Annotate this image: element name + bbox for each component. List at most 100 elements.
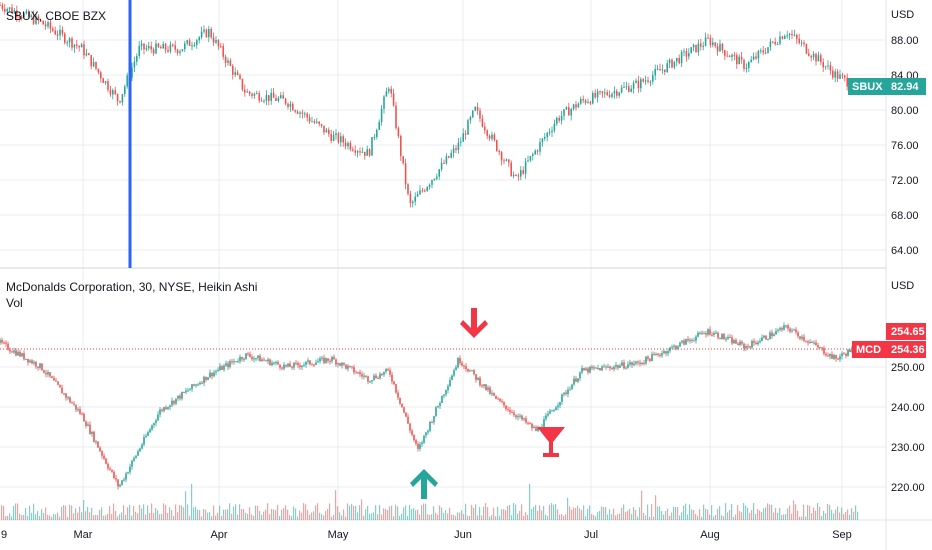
volume-bar bbox=[19, 513, 21, 520]
candle-body bbox=[779, 36, 781, 44]
volume-bar bbox=[721, 515, 723, 520]
candle-body bbox=[223, 365, 225, 370]
candle-body bbox=[227, 363, 229, 368]
candle-body bbox=[251, 356, 253, 360]
candle-body bbox=[280, 95, 282, 99]
time-tick: Apr bbox=[210, 529, 227, 541]
candle-body bbox=[435, 407, 437, 417]
candle-body bbox=[593, 367, 595, 369]
candle-body bbox=[97, 441, 99, 448]
volume-bar bbox=[451, 514, 453, 520]
arrow-down-icon[interactable] bbox=[460, 308, 488, 338]
volume-bar bbox=[165, 505, 167, 520]
volume-bar bbox=[147, 505, 149, 520]
volume-bar bbox=[379, 505, 381, 520]
candle-body bbox=[503, 160, 505, 162]
candle-body bbox=[695, 336, 697, 341]
volume-bar bbox=[541, 510, 543, 520]
candle-body bbox=[589, 101, 592, 104]
candle-body bbox=[703, 333, 705, 335]
candle-body bbox=[335, 133, 337, 136]
volume-bar bbox=[5, 516, 7, 520]
candle-body bbox=[520, 170, 522, 177]
volume-bar bbox=[277, 504, 279, 520]
candle-body bbox=[193, 384, 195, 386]
candle-body bbox=[429, 422, 431, 431]
candle-body bbox=[507, 409, 509, 411]
candle-body bbox=[129, 466, 131, 473]
candle-body bbox=[268, 95, 270, 101]
candle-body bbox=[175, 398, 177, 404]
candle-body bbox=[341, 362, 343, 366]
candle-body bbox=[809, 341, 811, 343]
volume-bar bbox=[297, 516, 299, 520]
candle-body bbox=[611, 368, 613, 370]
candle-body bbox=[67, 397, 69, 399]
candle-body bbox=[625, 86, 628, 88]
volume-bar bbox=[755, 514, 757, 520]
candle-body bbox=[481, 385, 483, 387]
volume-bar bbox=[249, 507, 251, 520]
candle-body bbox=[775, 331, 777, 335]
candle-body bbox=[498, 150, 500, 153]
volume-bar bbox=[51, 516, 53, 520]
volume-bar bbox=[287, 509, 289, 520]
volume-bar bbox=[355, 505, 357, 520]
candle-body bbox=[596, 91, 599, 98]
volume-bar bbox=[749, 512, 751, 520]
candle-body bbox=[517, 175, 520, 177]
volume-bar bbox=[779, 507, 781, 520]
time-axis[interactable]: 9 Mar Apr May Jun Jul Aug Sep bbox=[1, 529, 852, 541]
volume-bar bbox=[741, 512, 743, 520]
candle-body bbox=[678, 57, 680, 64]
candle-body bbox=[786, 35, 788, 37]
candle-body bbox=[769, 332, 771, 340]
candle-body bbox=[713, 333, 715, 335]
candle-body bbox=[18, 16, 20, 18]
candle-body bbox=[603, 366, 605, 368]
arrow-up-icon[interactable] bbox=[410, 469, 438, 499]
volume-bar bbox=[3, 506, 5, 520]
candle-body bbox=[484, 126, 486, 131]
candle-body bbox=[459, 358, 461, 364]
candle-body bbox=[447, 386, 449, 391]
candle-body bbox=[385, 91, 388, 97]
candle-body bbox=[820, 55, 822, 63]
volume-bar bbox=[95, 514, 97, 520]
candle-body bbox=[325, 129, 328, 133]
candle-body bbox=[107, 463, 109, 469]
candle-body bbox=[100, 72, 102, 79]
candle-body bbox=[699, 332, 701, 334]
volume-bar bbox=[679, 515, 681, 520]
candle-body bbox=[407, 184, 409, 194]
candle-body bbox=[279, 364, 281, 368]
candle-body bbox=[452, 148, 455, 153]
candle-body bbox=[647, 80, 649, 82]
volume-bar bbox=[215, 515, 217, 520]
volume-bar bbox=[243, 509, 245, 520]
volume-bar bbox=[153, 513, 155, 520]
candle-body bbox=[605, 366, 607, 368]
candle-body bbox=[503, 401, 505, 406]
candle-body bbox=[702, 45, 704, 47]
volume-bar bbox=[227, 509, 229, 520]
volume-bar bbox=[57, 512, 59, 520]
cocktail-glass-icon[interactable] bbox=[537, 427, 565, 457]
volume-bar bbox=[639, 507, 641, 520]
candle-body bbox=[97, 68, 100, 73]
candle-body bbox=[812, 53, 815, 58]
candle-body bbox=[253, 358, 255, 360]
candle-body bbox=[282, 95, 284, 99]
candle-body bbox=[174, 45, 176, 50]
volume-bar bbox=[809, 505, 811, 520]
volume-bar bbox=[389, 506, 391, 520]
volume-bar bbox=[525, 512, 527, 520]
candle-body bbox=[763, 335, 765, 338]
candle-body bbox=[573, 378, 575, 385]
candle-body bbox=[509, 410, 511, 413]
candle-body bbox=[318, 121, 320, 125]
mcd-price-tick: 220.00 bbox=[891, 482, 925, 494]
volume-bar bbox=[673, 506, 675, 520]
candle-body bbox=[215, 371, 217, 373]
